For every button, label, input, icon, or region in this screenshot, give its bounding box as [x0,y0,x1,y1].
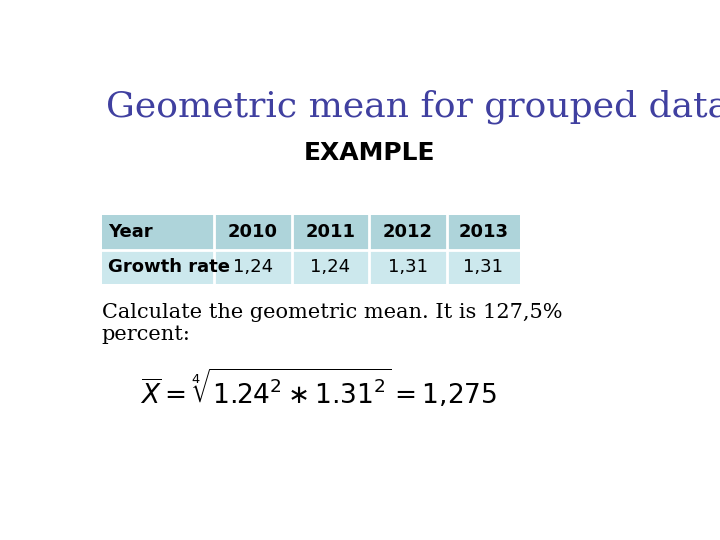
Bar [369,215,446,249]
Text: 2012: 2012 [383,223,433,241]
Text: 1,31: 1,31 [388,258,428,276]
Bar [446,249,520,284]
Text: Growth rate: Growth rate [108,258,230,276]
Bar [102,249,214,284]
Text: 1,24: 1,24 [233,258,273,276]
Text: 1,31: 1,31 [463,258,503,276]
Bar [446,215,520,249]
Text: $\overline{X} = \sqrt[4]{1.24^{2} \ast 1.31^{2}} = 1{,}275$: $\overline{X} = \sqrt[4]{1.24^{2} \ast 1… [140,367,498,409]
Text: 2010: 2010 [228,223,278,241]
Text: Geometric mean for grouped data: Geometric mean for grouped data [106,90,720,124]
Text: EXAMPLE: EXAMPLE [303,141,435,165]
Text: Year: Year [108,223,153,241]
Text: 1,24: 1,24 [310,258,351,276]
Text: percent:: percent: [102,325,191,344]
Bar [292,249,369,284]
Bar [214,249,292,284]
Bar [292,215,369,249]
Bar [369,249,446,284]
Text: 2013: 2013 [459,223,508,241]
Text: Calculate the geometric mean. It is 127,5%: Calculate the geometric mean. It is 127,… [102,303,562,322]
Text: 2011: 2011 [305,223,355,241]
Bar [214,215,292,249]
Bar [102,215,214,249]
